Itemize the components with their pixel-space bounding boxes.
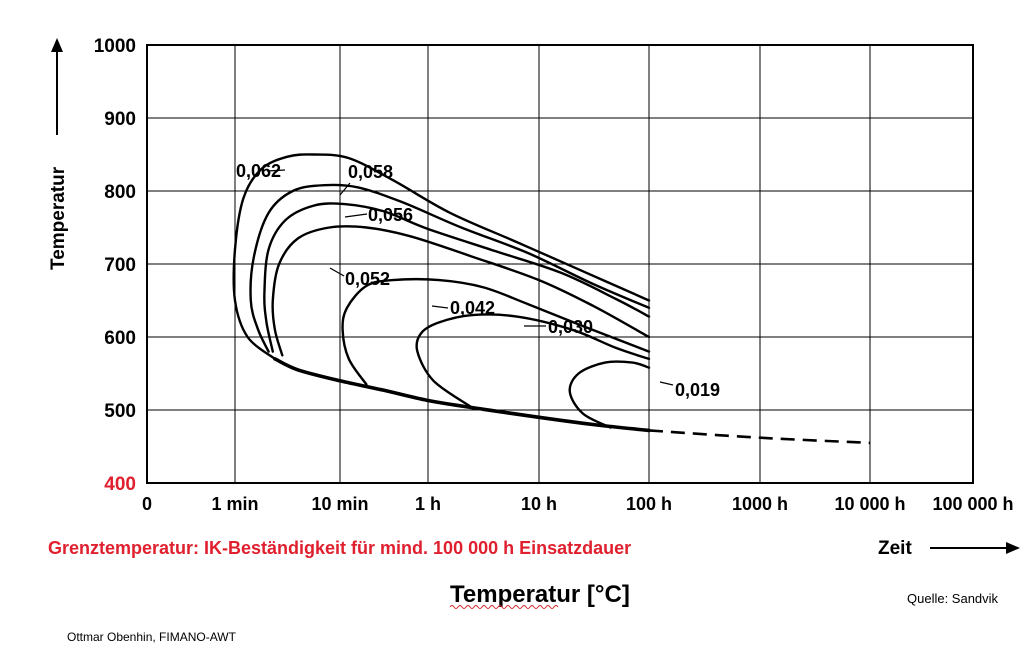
x-tick-labels: 0 1 min 10 min 1 h 10 h 100 h 1000 h 10 000 h 10…	[142, 494, 1014, 514]
series-line	[263, 202, 651, 353]
curve-label: 0,056	[368, 205, 413, 225]
y-tick-label: 900	[104, 109, 136, 130]
x-tick-label: 10 min	[311, 494, 368, 514]
x-tick-label: 1000 h	[732, 494, 788, 514]
series-line	[341, 278, 651, 386]
curve-label: 0,052	[345, 269, 390, 289]
curve-label-leader	[329, 267, 345, 277]
source-label: Quelle: Sandvik	[907, 591, 999, 606]
curve-label-leader	[266, 169, 286, 172]
x-tick-label: 0	[142, 494, 152, 514]
series-line	[415, 313, 651, 408]
y-tick-label: 800	[104, 182, 136, 203]
grid	[147, 45, 973, 483]
chart-caption: Grenztemperatur: IK-Beständigkeit für mi…	[48, 538, 631, 558]
curve-label-leader	[344, 213, 368, 218]
x-tick-label: 10 000 h	[834, 494, 905, 514]
y-axis-label: Temperatur	[48, 166, 69, 270]
y-tick-label: 700	[104, 255, 136, 276]
y-axis-arrow-icon	[51, 38, 63, 52]
curve-label-leader	[339, 182, 351, 196]
curve-label: 0,030	[548, 317, 593, 337]
x-tick-label: 100 000 h	[932, 494, 1013, 514]
y-tick-label: 400	[104, 474, 136, 495]
x-tick-label: 100 h	[626, 494, 672, 514]
series-group: 0,062 0,058 0,056 0,052 0,042 0,030 0,019	[232, 153, 871, 445]
x-tick-label: 1 h	[415, 494, 441, 514]
x-axis-label: Zeit	[878, 538, 912, 559]
y-tick-label: 500	[104, 401, 136, 422]
boundary-line	[273, 357, 651, 433]
series-line	[271, 225, 651, 357]
boundary-extrapolated-line	[648, 429, 871, 445]
curve-label: 0,019	[675, 380, 720, 400]
x-tick-label: 10 h	[521, 494, 557, 514]
series-line	[232, 153, 651, 361]
chart-footer-title: Temperatur [°C]	[450, 581, 630, 608]
plot-frame	[146, 44, 974, 484]
x-axis-arrow-icon	[1006, 542, 1020, 554]
curve-label: 0,062	[236, 161, 281, 181]
series-line	[568, 360, 651, 429]
x-tick-label: 1 min	[211, 494, 258, 514]
author-credit: Ottmar Obenhin, FIMANO-AWT	[67, 630, 236, 644]
y-tick-labels: 400 500 600 700 800 900 1000	[94, 36, 136, 495]
y-tick-label: 1000	[94, 36, 136, 57]
series-line	[249, 183, 651, 353]
spellcheck-underline	[449, 605, 559, 609]
curve-label-leader	[431, 305, 449, 309]
curve-label: 0,042	[450, 298, 495, 318]
y-tick-label: 600	[104, 328, 136, 349]
curve-label-leader	[659, 381, 674, 386]
curve-label: 0,058	[348, 162, 393, 182]
